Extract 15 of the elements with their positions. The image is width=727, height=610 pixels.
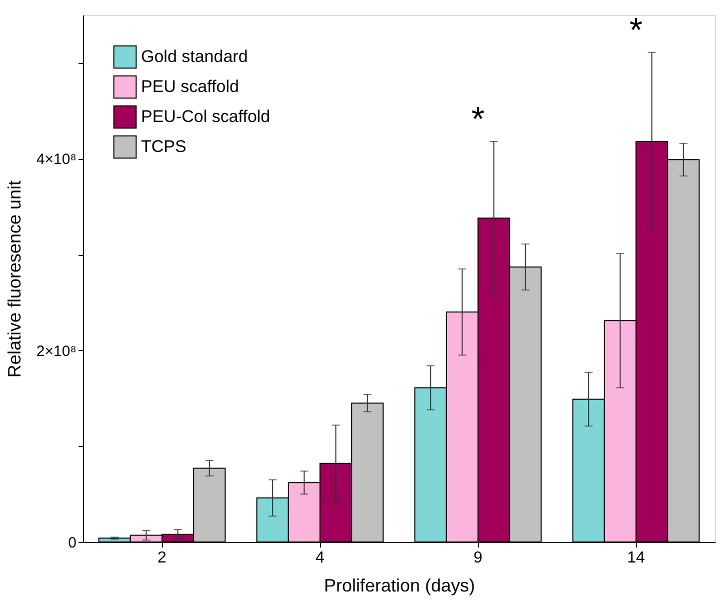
legend-label: PEU scaffold (141, 77, 239, 96)
x-tick-label: 2 (158, 550, 167, 566)
legend-label: PEU-Col scaffold (141, 107, 270, 126)
x-axis-title: Proliferation (days) (324, 576, 476, 596)
y-tick-label: 4×10⁸ (36, 151, 76, 168)
x-tick-label: 4 (316, 550, 325, 566)
x-tick-label: 9 (474, 550, 483, 566)
annotation: * (471, 100, 485, 138)
annotation: * (629, 11, 643, 50)
legend-label: Gold standard (141, 47, 248, 66)
y-axis-title: Relative fluoresence unit (4, 180, 24, 378)
y-tick-label: 2×10⁸ (36, 342, 76, 360)
legend-label: TCPS (141, 137, 186, 156)
y-tick-label: 0 (68, 534, 76, 552)
x-tick-label: 14 (627, 550, 645, 566)
